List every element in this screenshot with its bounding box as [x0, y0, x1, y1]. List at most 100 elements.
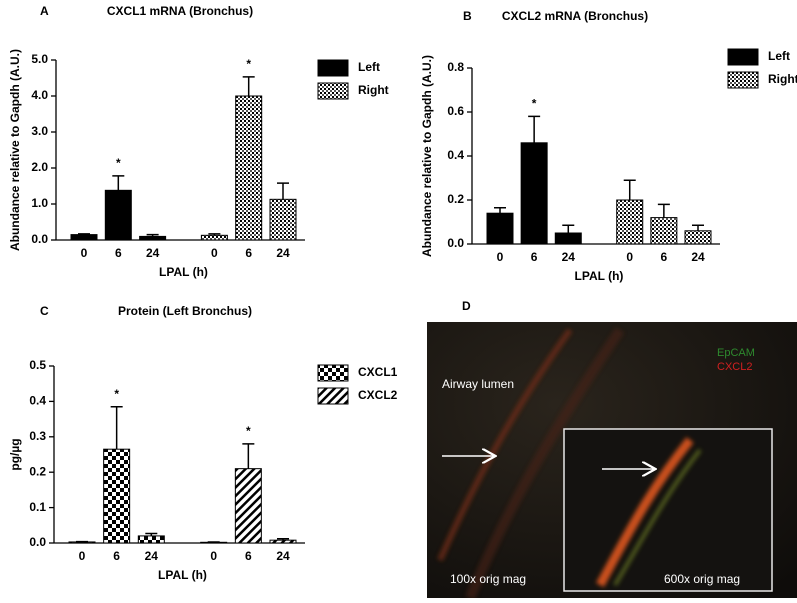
error-bar: [624, 180, 636, 200]
y-tick-label: 1.0: [31, 196, 48, 210]
mag-label: 100x orig mag: [450, 572, 526, 586]
error-bar: [242, 444, 254, 469]
x-tick-label: 0: [79, 549, 86, 563]
panel-label: A: [40, 4, 49, 18]
x-tick-label: 0: [626, 250, 633, 264]
x-tick-label: 6: [531, 250, 538, 264]
legend-label: Right: [768, 72, 797, 86]
bar: [104, 449, 130, 543]
legend-label: Left: [768, 49, 790, 63]
significance: *: [246, 424, 251, 438]
error-bar: [494, 208, 506, 214]
chart-title: CXCL1 mRNA (Bronchus): [107, 4, 253, 18]
error-bar: [243, 77, 255, 96]
bar: [71, 235, 97, 240]
x-tick-label: 24: [691, 250, 705, 264]
panel-label: D: [462, 299, 471, 313]
y-tick-label: 0.5: [29, 358, 46, 372]
x-tick-label: 24: [146, 246, 160, 260]
x-tick-label: 0: [211, 246, 218, 260]
y-tick-label: 5.0: [31, 52, 48, 66]
bar: [270, 199, 296, 240]
bar: [138, 536, 164, 543]
legend-label: CXCL1: [358, 365, 398, 379]
x-axis-label: LPAL (h): [159, 265, 208, 279]
x-axis-label: LPAL (h): [158, 568, 207, 582]
y-tick-label: 0.6: [447, 104, 464, 118]
bar: [651, 218, 677, 244]
y-tick-label: 0.4: [447, 148, 464, 162]
x-tick-label: 0: [210, 549, 217, 563]
x-tick-label: 24: [562, 250, 576, 264]
error-bar: [78, 234, 90, 235]
error-bar: [112, 176, 124, 190]
significance: *: [116, 156, 121, 170]
mag-label: 600x orig mag: [664, 572, 740, 586]
bar: [235, 469, 261, 543]
x-tick-label: 6: [245, 246, 252, 260]
x-tick-label: 0: [81, 246, 88, 260]
legend-cxcl2: CXCL2: [717, 361, 752, 373]
inset: [564, 429, 772, 591]
y-tick-label: 0.0: [447, 236, 464, 250]
error-bar: [528, 116, 540, 142]
bar: [685, 231, 711, 244]
panel-d: D EpCAM CXCL2 Airway lumen 100x orig mag…: [427, 299, 797, 598]
legend-swatch: [318, 60, 348, 76]
error-bar: [658, 204, 670, 217]
error-bar: [692, 225, 704, 231]
error-bar: [111, 407, 123, 449]
error-bar: [277, 183, 289, 199]
lumen-label: Airway lumen: [442, 377, 514, 391]
legend-swatch: [318, 83, 348, 99]
x-tick-label: 0: [497, 250, 504, 264]
x-tick-label: 6: [661, 250, 668, 264]
legend-swatch: [318, 365, 348, 381]
error-bar: [562, 225, 574, 233]
bar: [270, 540, 296, 543]
y-tick-label: 0.8: [447, 60, 464, 74]
y-tick-label: 0.4: [29, 394, 46, 408]
legend-swatch: [728, 72, 758, 88]
significance: *: [114, 387, 119, 401]
legend-label: CXCL2: [358, 388, 398, 402]
bar: [487, 213, 513, 244]
x-tick-label: 6: [115, 246, 122, 260]
x-tick-label: 24: [276, 549, 290, 563]
bar: [201, 235, 227, 240]
significance: *: [246, 57, 251, 71]
y-axis-label: pg/µg: [8, 438, 22, 470]
legend-label: Right: [358, 83, 389, 97]
y-tick-label: 0.0: [31, 232, 48, 246]
y-axis-label: Abundance relative to Gapdh (A.U.): [8, 49, 22, 251]
x-tick-label: 24: [145, 549, 159, 563]
y-tick-label: 2.0: [31, 160, 48, 174]
y-tick-label: 4.0: [31, 88, 48, 102]
legend-swatch: [318, 388, 348, 404]
panel-label: B: [463, 9, 472, 23]
x-axis-label: LPAL (h): [575, 269, 624, 283]
y-tick-label: 0.3: [29, 429, 46, 443]
y-tick-label: 0.0: [29, 535, 46, 549]
legend-swatch: [728, 49, 758, 65]
bar: [617, 200, 643, 244]
bar: [140, 236, 166, 240]
y-tick-label: 0.2: [29, 464, 46, 478]
legend-epcam: EpCAM: [717, 347, 755, 359]
y-tick-label: 0.2: [447, 192, 464, 206]
x-tick-label: 6: [245, 549, 252, 563]
y-tick-label: 3.0: [31, 124, 48, 138]
chart-title: Protein (Left Bronchus): [118, 304, 252, 318]
bar: [236, 96, 262, 240]
x-tick-label: 6: [113, 549, 120, 563]
x-tick-label: 24: [276, 246, 290, 260]
legend-label: Left: [358, 60, 380, 74]
y-axis-label: Abundance relative to Gapdh (A.U.): [420, 55, 434, 257]
y-tick-label: 0.1: [29, 500, 46, 514]
bar: [555, 233, 581, 244]
bar: [105, 190, 131, 240]
bar: [521, 143, 547, 244]
chart-title: CXCL2 mRNA (Bronchus): [502, 9, 648, 23]
panel-label: C: [40, 304, 49, 318]
